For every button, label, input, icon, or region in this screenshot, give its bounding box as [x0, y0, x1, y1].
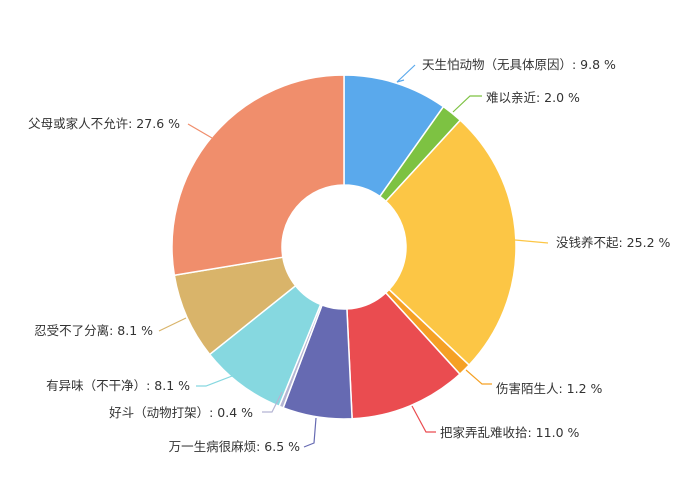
slice-label-5: 万一生病很麻烦: 6.5 % [169, 439, 301, 454]
leader-line-7 [196, 372, 241, 387]
slice-label-9: 父母或家人不允许: 27.6 % [28, 116, 180, 131]
slice-label-1: 难以亲近: 2.0 % [486, 90, 580, 105]
slice-label-4: 把家弄乱难收拾: 11.0 % [440, 425, 579, 440]
leader-line-4 [411, 405, 436, 433]
leader-line-2 [514, 239, 549, 244]
leader-lines-group [158, 64, 549, 448]
slice-9[interactable] [171, 74, 345, 277]
slice-label-7: 有异味（不干净）: 8.1 % [46, 378, 190, 393]
labels-group: 天生怕动物（无具体原因）: 9.8 % 难以亲近: 2.0 % 没钱养不起: 25.… [28, 57, 670, 454]
leader-line-0 [396, 64, 416, 83]
slice-label-0: 天生怕动物（无具体原因）: 9.8 % [422, 57, 616, 72]
slice-label-2: 没钱养不起: 25.2 % [556, 235, 670, 250]
slice-label-3: 伤害陌生人: 1.2 % [496, 381, 603, 396]
slice-2[interactable] [384, 119, 517, 367]
leader-line-3 [465, 369, 492, 385]
slices-group [171, 74, 517, 420]
slice-label-8: 忍受不了分离: 8.1 % [34, 323, 153, 338]
leader-line-1 [452, 95, 482, 113]
leader-line-5 [303, 417, 317, 448]
slice-label-6: 好斗（动物打架）: 0.4 % [109, 405, 253, 420]
leader-line-9 [187, 123, 213, 139]
leader-line-8 [158, 317, 187, 332]
leader-line-6 [262, 391, 283, 413]
